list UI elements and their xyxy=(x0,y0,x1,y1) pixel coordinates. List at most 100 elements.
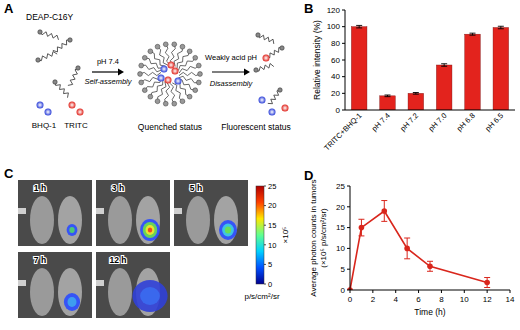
micelle-head xyxy=(196,63,201,68)
y-tick xyxy=(347,206,350,207)
micelle-chain xyxy=(158,82,167,102)
error-cap xyxy=(358,219,364,220)
x-tick-label: pH 7.2 xyxy=(398,111,420,133)
x-tick-label: 8 xyxy=(439,295,444,304)
y-tick xyxy=(342,93,345,94)
micelle-chain xyxy=(165,44,170,65)
micelle-chain xyxy=(178,58,195,71)
micelle-head xyxy=(187,94,192,99)
x-tick-label: pH 6.8 xyxy=(455,111,477,133)
polymer-head xyxy=(280,46,284,50)
panel-d: D051015202502468101214Time (h)Average ph… xyxy=(304,168,515,317)
y-tick xyxy=(342,10,345,11)
time-label: 5 h xyxy=(190,183,202,193)
x-tick-label: 2 xyxy=(371,295,376,304)
error-bar xyxy=(358,219,364,236)
step-label: Self-assembly xyxy=(84,77,132,86)
bar xyxy=(465,34,481,110)
micelle-head xyxy=(193,88,198,93)
marker xyxy=(484,280,490,286)
dye-label: TRITC xyxy=(64,121,88,130)
micelle-head xyxy=(180,44,185,49)
panel-letter: A xyxy=(4,1,14,16)
x-tick-label: 0 xyxy=(348,295,353,304)
image-frame xyxy=(96,252,170,318)
time-label: 1 h xyxy=(34,183,46,193)
marker xyxy=(381,208,387,214)
x-tick-label: 4 xyxy=(393,295,398,304)
x-tick-label: 12 xyxy=(483,295,492,304)
polymer-chain xyxy=(258,35,274,44)
y-tick xyxy=(342,60,345,61)
mouse xyxy=(58,196,82,244)
error-cap xyxy=(356,25,362,26)
marker xyxy=(359,225,365,231)
state-label: Quenched status xyxy=(138,122,202,132)
time-label: 12 h xyxy=(109,255,126,265)
micelle-chain xyxy=(179,72,200,75)
colorbar xyxy=(256,186,264,284)
micelle-head xyxy=(193,55,198,60)
mouse xyxy=(108,268,132,316)
error-cap xyxy=(381,221,387,222)
error-bar xyxy=(404,238,410,259)
x-tick-label: 14 xyxy=(506,295,515,304)
error-bar xyxy=(356,25,362,28)
polymer-chain xyxy=(68,68,78,85)
y-tick-label: 10 xyxy=(336,244,345,253)
x-tick-label: TRITC+BHQ-1 xyxy=(322,111,363,152)
quencher-label: BHQ-1 xyxy=(32,121,57,130)
x-tick xyxy=(487,290,488,293)
dye-dot xyxy=(168,62,175,69)
y-tick-label: 20 xyxy=(336,203,345,212)
micelle-head xyxy=(139,80,144,85)
signal-blob xyxy=(146,225,155,235)
colorbar-tick-label: 25 xyxy=(268,182,276,191)
error-cap xyxy=(358,235,364,236)
y-tick xyxy=(347,269,350,270)
error-bar xyxy=(484,278,490,288)
mouse xyxy=(136,196,160,244)
error-bar xyxy=(381,201,387,222)
x-tick xyxy=(510,290,511,293)
polymer-chain xyxy=(38,52,57,61)
micelle-head xyxy=(198,72,203,77)
error-bar xyxy=(441,64,447,67)
signal-blob xyxy=(222,224,234,237)
ear-tag xyxy=(18,280,26,286)
dye-dot xyxy=(161,66,168,73)
y-axis-label: (×10⁵ p/s/cm²/sr) xyxy=(319,208,328,268)
polymer-head xyxy=(256,33,260,37)
micelle-head xyxy=(138,72,143,77)
step-label: Disassembly xyxy=(210,79,254,88)
signal-blob xyxy=(132,280,167,312)
colorbar-unit: p/s/cm²/sr xyxy=(244,292,279,301)
y-tick-label: 15 xyxy=(336,223,345,232)
signal-blob xyxy=(69,227,74,233)
time-label: 7 h xyxy=(34,255,46,265)
micelle-chain xyxy=(172,83,182,101)
y-tick-label: 0 xyxy=(336,106,341,115)
micelle-head xyxy=(142,88,147,93)
colorbar-tick xyxy=(264,205,266,206)
polymer-label: DEAP-C16Y xyxy=(26,12,74,22)
signal-blob xyxy=(225,227,231,234)
bar xyxy=(408,93,424,110)
error-cap xyxy=(498,28,504,29)
micelle-head xyxy=(172,101,177,106)
mouse xyxy=(214,196,238,244)
polymer-chain xyxy=(40,32,59,40)
x-tick-label: pH 6.5 xyxy=(483,111,505,133)
error-cap xyxy=(404,238,410,239)
signal-blob xyxy=(64,293,80,311)
micelle-chain xyxy=(158,47,168,65)
y-tick-label: 40 xyxy=(331,72,340,81)
bar xyxy=(436,65,452,110)
x-tick xyxy=(418,290,419,293)
y-tick-label: 60 xyxy=(331,56,340,65)
signal-blob xyxy=(140,287,160,305)
x-axis xyxy=(345,110,515,111)
y-tick-label: 0 xyxy=(341,286,346,295)
x-tick-label: pH 7.4 xyxy=(370,111,392,133)
arrow-line xyxy=(212,71,245,72)
